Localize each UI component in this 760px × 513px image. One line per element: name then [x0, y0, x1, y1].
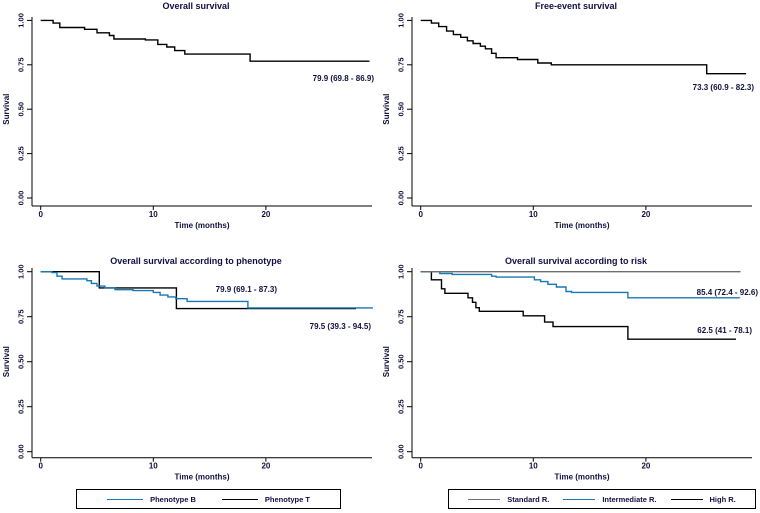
estimate-annotation: 79.9 (69.8 - 86.9) — [313, 74, 375, 83]
y-tick-label: 0.50 — [397, 102, 406, 117]
y-tick-label: 0.25 — [17, 399, 26, 414]
estimate-annotation: 85.4 (72.4 - 92.6) — [697, 288, 759, 297]
x-axis-title: Time (months) — [555, 221, 610, 230]
panel-title-free-event-survival: Free-event survival — [534, 1, 618, 11]
y-tick-label: 0.50 — [17, 102, 26, 117]
estimate-annotation: 62.5 (41 - 78.1) — [697, 326, 752, 335]
km-chart-overall-survival: 0.00 0.25 0.50 0.75 1.00 0 10 20 Survival Time (m… — [2, 13, 375, 230]
legend-risk: Standard R. Intermediate R. High R. — [448, 489, 756, 509]
x-axis-title: Time (months) — [175, 221, 230, 230]
x-axis-title: Time (months) — [555, 473, 610, 482]
y-tick-label: 0.00 — [397, 191, 406, 206]
panel-title-overall-survival: Overall survival — [162, 1, 230, 11]
panel-title-survival-by-risk: Overall survival according to risk — [504, 256, 648, 266]
x-tick-label: 10 — [529, 462, 538, 471]
x-tick-label: 0 — [38, 462, 43, 471]
x-tick-label: 20 — [261, 462, 270, 471]
y-axis-title: Survival — [382, 346, 391, 377]
y-tick-label: 1.00 — [17, 13, 26, 28]
y-tick-label: 0.75 — [17, 57, 26, 72]
panel-survival-by-phenotype: 0.00 0.25 0.50 0.75 1.00 0 10 20 Survival Time (m… — [0, 252, 380, 513]
y-tick-label: 0.00 — [17, 444, 26, 459]
y-tick-label: 0.25 — [17, 146, 26, 161]
legend-line-phenotype-b — [107, 498, 144, 500]
y-tick-label: 0.75 — [397, 57, 406, 72]
y-tick-label: 0.25 — [397, 146, 406, 161]
panel-overall-survival: 0.00 0.25 0.50 0.75 1.00 0 10 20 Survival Time (m… — [0, 0, 380, 247]
legend-phenotype: Phenotype B Phenotype T — [76, 489, 341, 509]
km-curve-intermediate-risk — [420, 271, 741, 299]
legend-label-phenotype-t: Phenotype T — [264, 494, 310, 504]
legend-entry-standard-risk: Standard R. — [468, 495, 549, 504]
y-axis-title: Survival — [382, 94, 391, 125]
y-tick-label: 1.00 — [397, 264, 406, 279]
y-tick-label: 0.75 — [17, 309, 26, 324]
y-axis-title: Survival — [2, 346, 11, 377]
estimate-annotation: 79.9 (69.1 - 87.3) — [216, 285, 278, 294]
x-tick-label: 0 — [38, 210, 43, 219]
y-tick-label: 0.25 — [397, 399, 406, 414]
km-curve-phenotype-b — [40, 271, 373, 309]
y-tick-label: 0.75 — [397, 309, 406, 324]
panel-free-event-survival: 0.00 0.25 0.50 0.75 1.00 0 10 20 Survival Time (m… — [380, 0, 760, 247]
legend-line-high-risk — [670, 498, 703, 500]
x-tick-label: 0 — [418, 210, 423, 219]
x-tick-label: 10 — [149, 210, 158, 219]
km-chart-survival-by-risk: 0.00 0.25 0.50 0.75 1.00 0 10 20 Survival Time (m… — [382, 264, 759, 482]
estimate-annotation: 79.5 (39.3 - 94.5) — [310, 322, 372, 331]
y-tick-label: 1.00 — [397, 13, 406, 28]
y-tick-label: 0.00 — [397, 444, 406, 459]
x-tick-label: 10 — [529, 210, 538, 219]
legend-entry-high-risk: High R. — [670, 494, 736, 504]
panel-survival-by-risk: 0.00 0.25 0.50 0.75 1.00 0 10 20 Survival Time (m… — [380, 252, 760, 513]
estimate-annotation: 73.3 (60.9 - 82.3) — [693, 83, 755, 92]
legend-line-phenotype-t — [221, 498, 258, 500]
legend-entry-intermediate-risk: Intermediate R. — [563, 494, 657, 504]
y-axis-title: Survival — [2, 94, 11, 125]
x-tick-label: 20 — [261, 210, 270, 219]
y-tick-label: 0.00 — [17, 191, 26, 206]
legend-line-intermediate-risk — [563, 498, 596, 500]
legend-label-high-risk: High R. — [709, 494, 736, 504]
y-tick-label: 1.00 — [17, 264, 26, 279]
km-chart-free-event-survival: 0.00 0.25 0.50 0.75 1.00 0 10 20 Survival Time (m… — [382, 13, 755, 230]
x-tick-label: 10 — [149, 462, 158, 471]
km-curve-high-risk — [420, 271, 736, 340]
panel-title-survival-by-phenotype: Overall survival according to phenotype — [110, 256, 282, 266]
legend-label-phenotype-b: Phenotype B — [150, 494, 196, 504]
legend-entry-phenotype-t: Phenotype T — [221, 494, 310, 504]
y-tick-label: 0.50 — [17, 354, 26, 369]
km-chart-survival-by-phenotype: 0.00 0.25 0.50 0.75 1.00 0 10 20 Survival Time (m… — [2, 264, 373, 482]
km-curve-overall — [40, 19, 370, 62]
x-axis-title: Time (months) — [175, 473, 230, 482]
km-curve-phenotype-t — [40, 271, 356, 310]
legend-line-standard-risk — [468, 498, 501, 500]
x-tick-label: 0 — [418, 462, 423, 471]
km-curve-free-event — [420, 19, 747, 75]
legend-label-standard-risk: Standard R. — [507, 494, 550, 504]
y-tick-label: 0.50 — [397, 354, 406, 369]
x-tick-label: 20 — [641, 210, 650, 219]
x-tick-label: 20 — [641, 462, 650, 471]
legend-label-intermediate-risk: Intermediate R. — [602, 494, 657, 504]
legend-entry-phenotype-b: Phenotype B — [107, 495, 196, 504]
